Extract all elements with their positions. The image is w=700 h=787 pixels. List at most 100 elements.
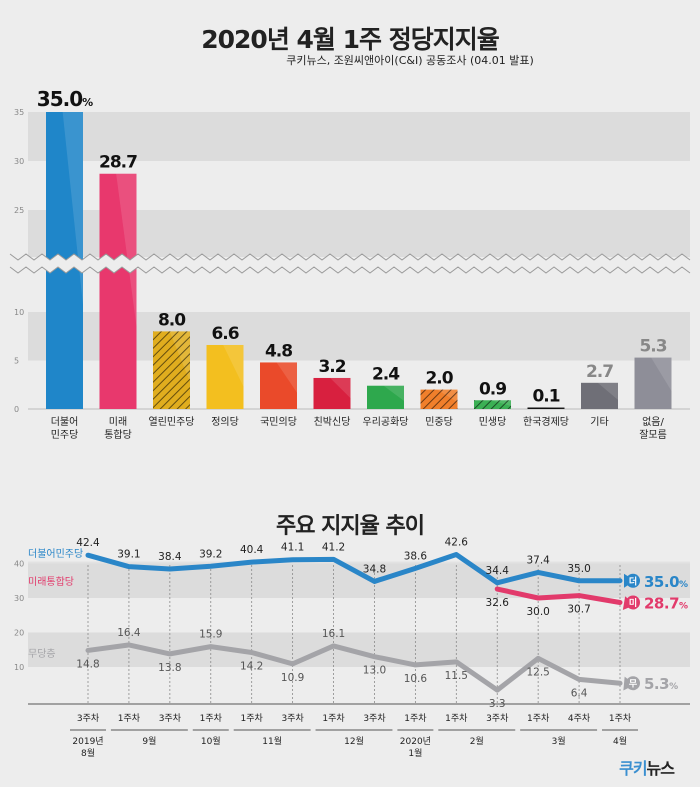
x-tick-label: 1주차 — [609, 712, 632, 724]
x-tick-label: 3주차 — [363, 712, 386, 724]
x-tick-label: 1주차 — [241, 712, 264, 724]
month-label: 2020년 — [400, 736, 431, 747]
bar-shade — [276, 362, 297, 393]
x-tick-label: 1주차 — [118, 712, 141, 724]
month-label: 2월 — [470, 735, 484, 747]
axis-break-line — [9, 266, 691, 274]
bar-group: 6.6 — [206, 324, 244, 409]
point-label: 14.8 — [76, 658, 99, 670]
bar — [581, 382, 618, 409]
band — [28, 210, 690, 257]
bar — [313, 377, 351, 409]
x-tick-label: 1주차 — [404, 712, 427, 724]
bar-shade — [62, 112, 83, 306]
point-label: 16.1 — [322, 628, 345, 640]
series-badge — [626, 595, 640, 610]
bar-hatch — [153, 331, 190, 409]
series-name: 미래통합당 — [28, 576, 74, 588]
month-label: 2019년 — [72, 736, 103, 747]
category-label: 민생당 — [479, 416, 507, 428]
bar-value-label: 6.6 — [211, 324, 238, 344]
bar-group: 0.1 — [527, 387, 565, 409]
point-label: 41.2 — [322, 541, 345, 553]
x-tick-label: 4주차 — [568, 712, 591, 724]
bar-group: 3.2 — [313, 357, 351, 409]
bar-group: 2.7 — [581, 362, 618, 409]
bar-value-label: 0.1 — [532, 387, 559, 407]
category-label: 없음/ — [642, 415, 664, 428]
bar-group: 2.4 — [367, 365, 404, 409]
bar-hatch — [420, 389, 458, 409]
series-end-value: 5.3% — [644, 675, 678, 693]
point-label: 34.4 — [486, 565, 510, 577]
point-label: 13.0 — [363, 665, 386, 677]
x-tick-label: 3주차 — [486, 712, 509, 724]
y-tick-label: 40 — [14, 560, 24, 569]
bar — [260, 362, 297, 409]
point-label: 30.7 — [567, 604, 590, 616]
point-label: 38.6 — [404, 550, 428, 562]
category-label: 더불어 — [51, 416, 79, 428]
y-tick-label: 30 — [14, 594, 24, 603]
bar — [634, 357, 672, 409]
category-label: 한국경제당 — [523, 415, 569, 428]
bar — [367, 385, 404, 409]
point-label: 11.5 — [445, 670, 468, 682]
series-badge-label: 무 — [629, 679, 637, 690]
category-label: 민주당 — [51, 429, 79, 441]
bar — [99, 173, 137, 409]
y-tick-label: 0 — [14, 405, 19, 414]
x-tick-label: 1주차 — [445, 712, 468, 724]
series-line — [85, 642, 623, 693]
point-label: 6.4 — [571, 687, 588, 699]
point-label: 35.0 — [567, 563, 590, 575]
category-label: 친박신당 — [314, 416, 351, 428]
x-tick-label: 1주차 — [527, 712, 550, 724]
bar-shade — [383, 385, 404, 401]
point-label: 3.3 — [489, 698, 506, 710]
point-label: 42.6 — [445, 537, 469, 549]
kuki-news-logo: 쿠키뉴스 — [619, 759, 675, 778]
category-label: 미래 — [109, 416, 127, 428]
trend-chart-title: 주요 지지율 추이 — [276, 514, 425, 539]
bar-group: 5.3 — [634, 337, 672, 409]
category-label: 잘모름 — [639, 429, 667, 441]
page-subtitle: 쿠키뉴스, 조원씨앤아이(C&I) 공동조사 (04.01 발표) — [286, 54, 534, 67]
bar-shade — [651, 357, 672, 392]
bar-group: 8.0 — [153, 310, 190, 409]
point-label: 34.8 — [363, 563, 386, 575]
series-line — [85, 552, 623, 586]
bar-shade — [330, 377, 351, 399]
y-tick-label: 35 — [14, 108, 24, 117]
month-label: 8월 — [81, 747, 95, 759]
y-tick-label: 20 — [14, 629, 24, 638]
bar-group: 4.8 — [260, 341, 297, 409]
category-label: 국민의당 — [260, 416, 297, 428]
y-tick-label: 25 — [14, 206, 24, 215]
series-badge-label: 더 — [629, 575, 637, 587]
point-label: 12.5 — [526, 666, 549, 678]
point-label: 10.6 — [404, 673, 428, 685]
point-label: 14.2 — [240, 661, 263, 673]
band — [28, 312, 690, 361]
month-label: 9월 — [142, 735, 156, 747]
point-label: 13.8 — [158, 662, 181, 674]
series-end-value: 35.0% — [644, 573, 688, 591]
point-label: 42.4 — [76, 537, 100, 549]
unit-label: % — [669, 682, 678, 692]
point-label: 41.1 — [281, 542, 304, 554]
series-2: 14.8 16.4 13.8 15.9 14.2 10.9 16.1 13.0 10.6 11.5… — [28, 627, 679, 710]
month-label: 4월 — [613, 735, 627, 747]
series-line — [494, 586, 623, 605]
bar-shade — [544, 407, 565, 409]
y-tick-label: 10 — [14, 663, 24, 672]
month-label: 12월 — [344, 735, 364, 747]
bar-value-label: 8.0 — [158, 310, 186, 330]
point-label: 37.4 — [526, 554, 550, 566]
bar-group: 0.9 — [474, 379, 511, 409]
point-label: 39.2 — [199, 548, 222, 560]
series-name: 더불어민주당 — [28, 548, 83, 560]
